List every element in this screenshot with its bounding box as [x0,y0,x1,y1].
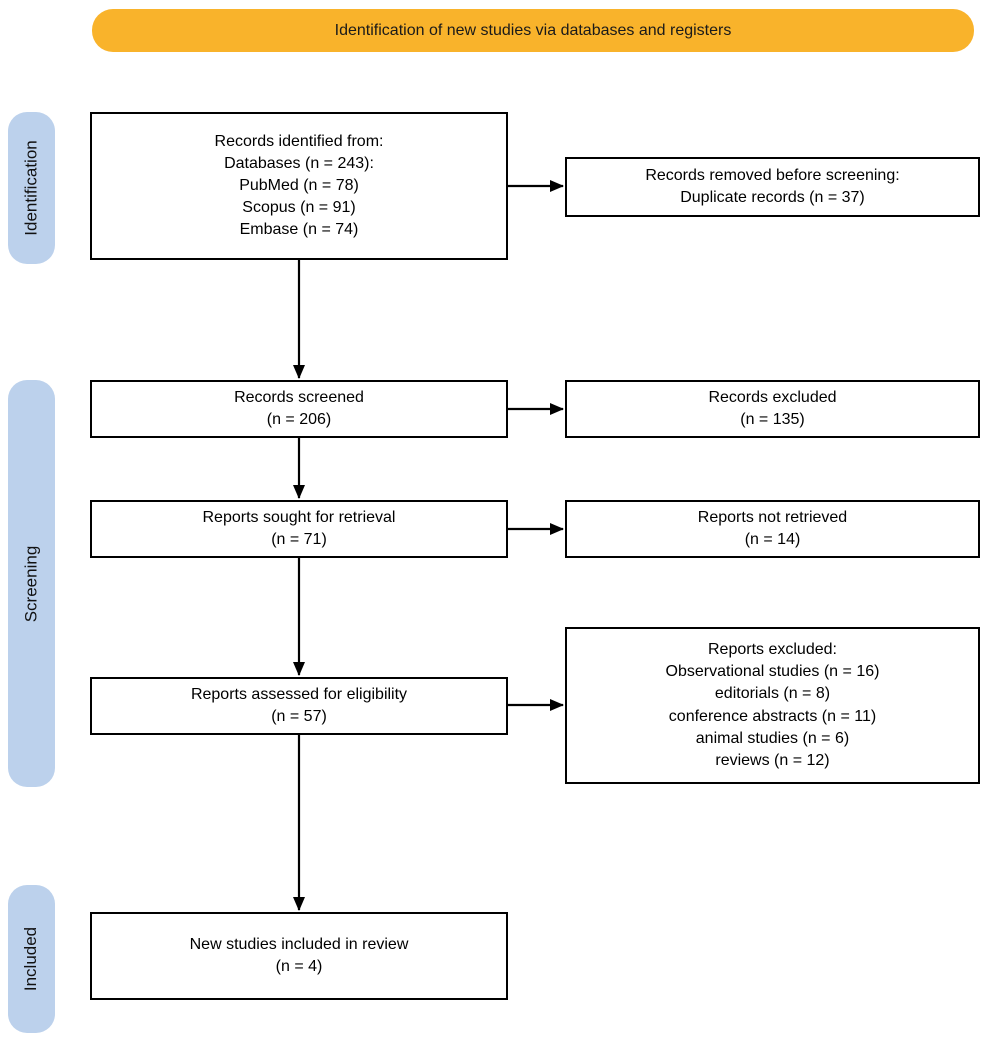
title-banner-label: Identification of new studies via databa… [334,21,732,39]
box-records-removed: Records removed before screening: Duplic… [565,157,980,217]
box-new-studies-included: New studies included in review (n = 4) [90,912,508,1000]
box-reports-excluded: Reports excluded: Observational studies … [565,627,980,784]
box-reports-not-retrieved: Reports not retrieved (n = 14) [565,500,980,558]
stage-label-included: Included [21,926,41,992]
title-banner: Identification of new studies via databa… [92,9,974,52]
box-records-identified: Records identified from: Databases (n = … [90,112,508,260]
box-reports-assessed: Reports assessed for eligibility (n = 57… [90,677,508,735]
stage-pill-identification: Identification [8,112,55,264]
box-reports-sought: Reports sought for retrieval (n = 71) [90,500,508,558]
box-records-screened: Records screened (n = 206) [90,380,508,438]
stage-label-screening: Screening [21,545,41,622]
stage-pill-included: Included [8,885,55,1033]
box-records-excluded: Records excluded (n = 135) [565,380,980,438]
stage-label-identification: Identification [21,140,41,236]
stage-pill-screening: Screening [8,380,55,787]
